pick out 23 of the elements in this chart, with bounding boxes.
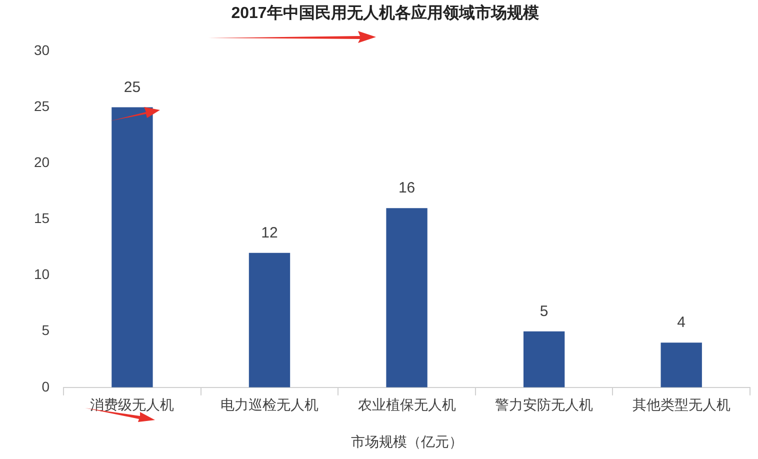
y-tick-label: 25 (34, 98, 50, 114)
x-axis-title: 市场规模（亿元） (350, 433, 463, 450)
data-label: 4 (677, 314, 686, 332)
y-tick-label: 20 (34, 154, 50, 170)
data-label: 12 (261, 224, 278, 242)
x-tick-label: 电力巡检无人机 (220, 396, 318, 413)
x-tick-label: 消费级无人机 (90, 396, 174, 413)
bar (660, 342, 702, 388)
data-label: 5 (540, 303, 548, 320)
y-tick-label: 10 (34, 266, 50, 282)
chart-title: 2017年中国民用无人机各应用领域市场规模 (231, 3, 539, 22)
data-label: 25 (124, 78, 141, 96)
bar (523, 331, 565, 388)
x-tick-label: 其他类型无人机 (632, 396, 730, 413)
x-tick-label: 农业植保无人机 (358, 396, 456, 413)
y-tick-label: 5 (42, 322, 50, 338)
y-tick-label: 30 (34, 42, 50, 58)
bar (386, 208, 428, 388)
bar (248, 252, 290, 388)
y-tick-label: 0 (42, 378, 50, 394)
x-tick-label: 警力安防无人机 (495, 396, 594, 413)
data-label: 16 (398, 180, 416, 197)
y-tick-label: 15 (34, 210, 50, 226)
